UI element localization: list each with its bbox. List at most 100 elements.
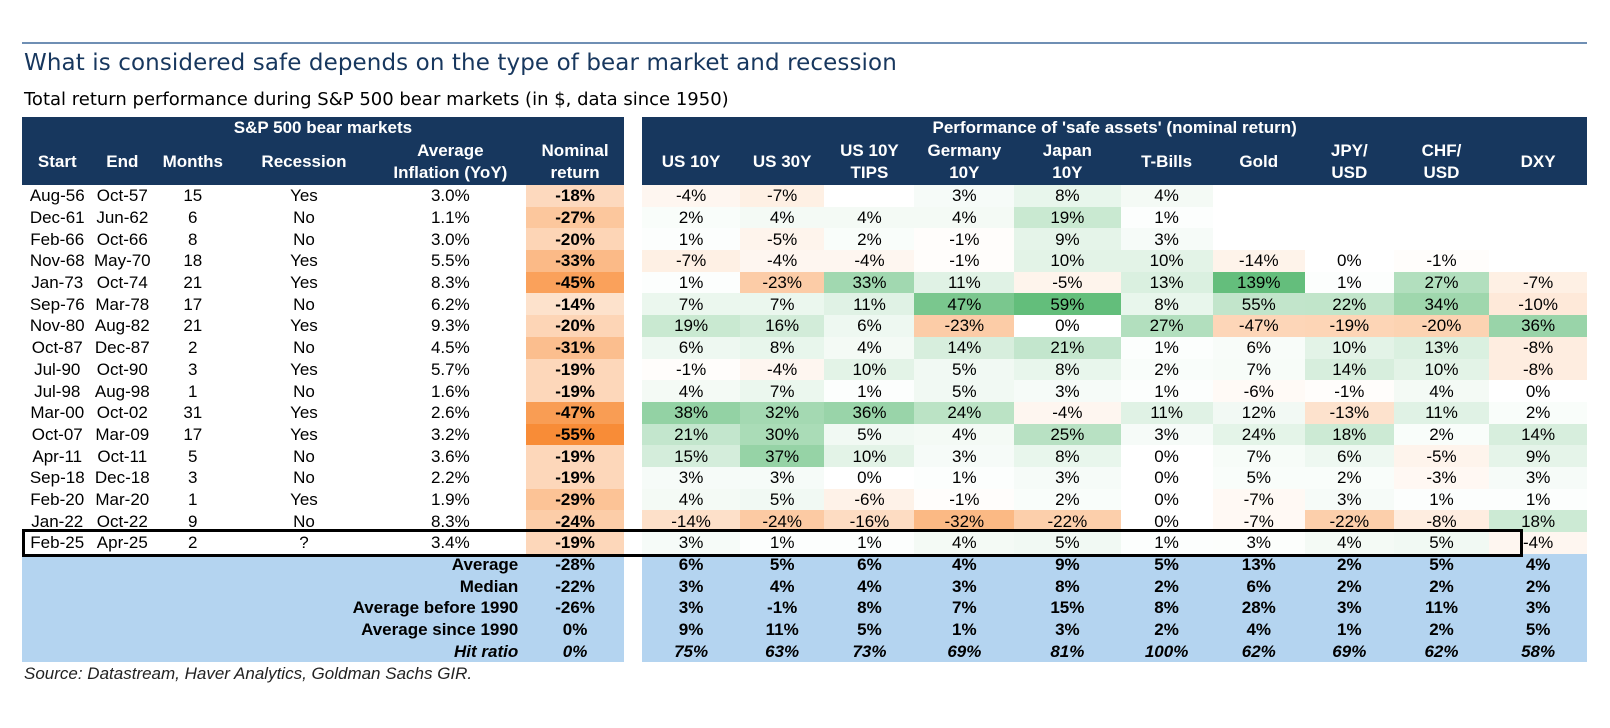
cell-t-bills: 0% bbox=[1120, 510, 1213, 532]
cell-us-10y: 1% bbox=[642, 228, 740, 251]
table-row: Dec-61 Jun-62 6 No 1.1% -27% 2% 4% 4% 4% 19% 1% bbox=[22, 206, 1587, 229]
summary-cell-japan-10y: 9% bbox=[1014, 553, 1121, 576]
cell-jpy-usd: 2% bbox=[1304, 466, 1394, 489]
summary-cell-japan-10y: 15% bbox=[1014, 597, 1121, 619]
cell-dxy: -8% bbox=[1489, 336, 1587, 359]
column-gap bbox=[623, 618, 643, 641]
cell-start: Feb-66 bbox=[30, 229, 85, 249]
cell-dxy bbox=[1489, 185, 1587, 207]
cell-months: 3 bbox=[188, 359, 198, 379]
column-gap bbox=[623, 138, 643, 185]
cell-dxy: 1% bbox=[1489, 488, 1587, 511]
cell-us-10y: -1% bbox=[642, 358, 740, 381]
cell-us-30y: -4% bbox=[739, 250, 825, 272]
cell-germany-10y: 11% bbox=[914, 271, 1015, 294]
cell-end: May-70 bbox=[93, 251, 151, 271]
summary-cell-us-10y: 75% bbox=[642, 640, 740, 663]
cell-us-10y: 6% bbox=[642, 336, 740, 359]
cell-jpy-usd: 4% bbox=[1304, 532, 1394, 554]
cell-recession: No bbox=[293, 338, 315, 358]
cell-germany-10y: 3% bbox=[914, 185, 1015, 207]
cell-average-inflation-yoy: 1.1% bbox=[430, 208, 470, 228]
cell-gold: 6% bbox=[1212, 336, 1305, 359]
summary-cell-t-bills: 2% bbox=[1120, 575, 1213, 598]
cell-end: Aug-98 bbox=[94, 381, 150, 401]
cell-dxy: -8% bbox=[1489, 358, 1587, 381]
cell-germany-10y: -23% bbox=[914, 315, 1015, 337]
cell-nominal-return: -55% bbox=[526, 423, 624, 446]
column-gap bbox=[623, 206, 643, 229]
summary-row-average-since-1990: Average since 1990 0% 9% 11% 5% 1% 3% 2% 4% 1% 2% 5… bbox=[22, 618, 1587, 641]
cell-us-10y-tips: 11% bbox=[824, 293, 915, 316]
summary-cell-us-30y: 5% bbox=[739, 553, 825, 576]
cell-us-10y-tips: 1% bbox=[824, 532, 915, 554]
cell-t-bills: 4% bbox=[1120, 185, 1213, 207]
cell-nominal-return: -27% bbox=[526, 206, 624, 229]
summary-cell-us-10y: 9% bbox=[642, 618, 740, 641]
summary-cell-nominal-return: -28% bbox=[526, 553, 624, 576]
table-row: Jul-90 Oct-90 3 Yes 5.7% -19% -1% -4% 10% 5% 8% 2% 7… bbox=[22, 358, 1587, 381]
cell-us-10y-tips: 0% bbox=[824, 466, 915, 489]
summary-cell-nominal-return: -26% bbox=[526, 597, 624, 619]
cell-nominal-return: -20% bbox=[526, 228, 624, 251]
summary-label: Average before 1990 bbox=[22, 597, 527, 619]
cell-nominal-return: -18% bbox=[526, 185, 624, 207]
cell-average-inflation-yoy: 2.6% bbox=[430, 403, 470, 423]
column-gap bbox=[623, 250, 643, 272]
cell-germany-10y: 14% bbox=[914, 336, 1015, 359]
summary-cell-gold: 62% bbox=[1212, 640, 1305, 663]
cell-end: Aug-82 bbox=[94, 316, 150, 336]
cell-germany-10y: -1% bbox=[914, 488, 1015, 511]
cell-start: Oct-87 bbox=[31, 338, 83, 358]
table-row: Oct-07 Mar-09 17 Yes 3.2% -55% 21% 30% 5% 4% 25% 3%… bbox=[22, 423, 1587, 446]
table-row: Mar-00 Oct-02 31 Yes 2.6% -47% 38% 32% 36% 24% -4%… bbox=[22, 401, 1587, 424]
cell-months: 9 bbox=[188, 511, 198, 531]
cell-us-30y: -7% bbox=[739, 185, 825, 207]
cell-nominal-return: -19% bbox=[526, 358, 624, 381]
cell-start: Nov-80 bbox=[29, 316, 85, 336]
cell-gold: 5% bbox=[1212, 466, 1305, 489]
cell-us-30y: 37% bbox=[739, 445, 825, 467]
summary-cell-us-10y-tips: 8% bbox=[824, 597, 915, 619]
cell-chf-usd: 11% bbox=[1393, 401, 1490, 424]
cell-t-bills: 11% bbox=[1120, 401, 1213, 424]
column-header-average-inflation-yoy: Average Inflation (YoY) bbox=[374, 138, 527, 185]
cell-us-10y: -4% bbox=[642, 185, 740, 207]
summary-cell-dxy: 5% bbox=[1489, 618, 1587, 641]
column-header-nominal-return: Nominal return bbox=[526, 138, 624, 185]
cell-recession: Yes bbox=[290, 273, 318, 293]
column-gap bbox=[623, 315, 643, 337]
column-header-us-30y: US 30Y bbox=[739, 138, 825, 185]
cell-us-10y: 7% bbox=[642, 293, 740, 316]
summary-cell-us-30y: 11% bbox=[739, 618, 825, 641]
cell-us-10y: 2% bbox=[642, 206, 740, 229]
cell-recession: Yes bbox=[290, 359, 318, 379]
summary-cell-gold: 4% bbox=[1212, 618, 1305, 641]
cell-jpy-usd: -22% bbox=[1304, 510, 1394, 532]
cell-us-10y: -7% bbox=[642, 250, 740, 272]
cell-end: Oct-66 bbox=[96, 229, 148, 249]
table-row: Sep-76 Mar-78 17 No 6.2% -14% 7% 7% 11% 47% 59% 8% 5… bbox=[22, 293, 1587, 316]
cell-dxy: 14% bbox=[1489, 423, 1587, 446]
cell-us-30y: 4% bbox=[739, 206, 825, 229]
cell-germany-10y: 5% bbox=[914, 358, 1015, 381]
cell-jpy-usd: 18% bbox=[1304, 423, 1394, 446]
cell-chf-usd: 27% bbox=[1393, 271, 1490, 294]
cell-end: Oct-11 bbox=[97, 446, 148, 466]
column-gap bbox=[623, 293, 643, 316]
cell-jpy-usd: 14% bbox=[1304, 358, 1394, 381]
cell-average-inflation-yoy: 5.5% bbox=[430, 251, 470, 271]
summary-label: Average bbox=[22, 553, 527, 576]
cell-months: 31 bbox=[183, 403, 203, 423]
chart-title: What is considered safe depends on the t… bbox=[24, 50, 897, 76]
cell-us-30y: 8% bbox=[739, 336, 825, 359]
table-row: Jan-22 Oct-22 9 No 8.3% -24% -14% -24% -16% -32% -… bbox=[22, 510, 1587, 532]
cell-dxy: -10% bbox=[1489, 293, 1587, 316]
cell-average-inflation-yoy: 4.5% bbox=[430, 338, 470, 358]
summary-cell-japan-10y: 81% bbox=[1014, 640, 1121, 663]
cell-us-30y: 7% bbox=[739, 380, 825, 402]
cell-us-10y: 15% bbox=[642, 445, 740, 467]
column-header-japan-10y: Japan 10Y bbox=[1014, 138, 1121, 185]
cell-t-bills: 2% bbox=[1120, 358, 1213, 381]
summary-cell-jpy-usd: 2% bbox=[1304, 553, 1394, 576]
